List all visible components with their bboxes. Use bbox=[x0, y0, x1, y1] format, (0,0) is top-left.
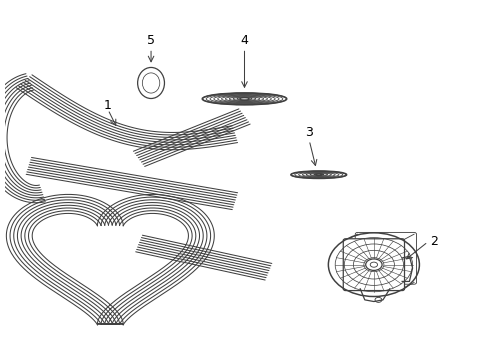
Text: 3: 3 bbox=[305, 126, 312, 139]
Text: 1: 1 bbox=[104, 99, 112, 112]
Text: 5: 5 bbox=[147, 34, 155, 47]
Ellipse shape bbox=[369, 262, 377, 267]
Ellipse shape bbox=[365, 259, 381, 270]
Text: 2: 2 bbox=[429, 235, 437, 248]
Text: 4: 4 bbox=[240, 34, 248, 47]
FancyBboxPatch shape bbox=[343, 239, 404, 291]
